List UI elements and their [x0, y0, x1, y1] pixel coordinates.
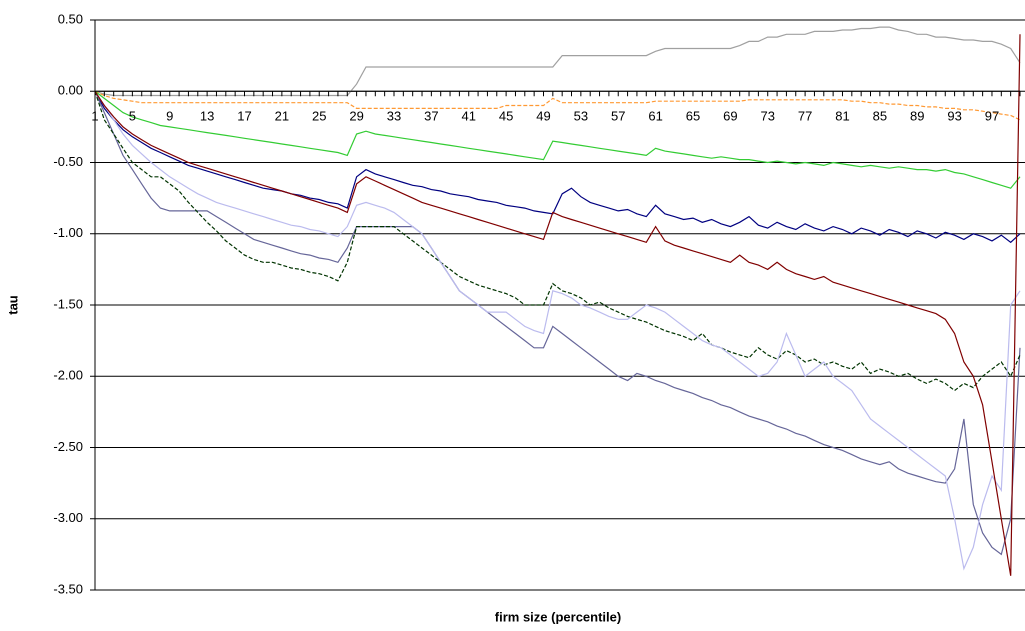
y-tick-label: -2.00 [53, 368, 83, 383]
x-tick-label: 77 [798, 109, 812, 124]
series-line [94, 90, 1021, 189]
x-tick-label: 97 [985, 109, 999, 124]
x-tick-label: 69 [723, 109, 737, 124]
x-tick-label: 17 [237, 109, 251, 124]
series-line [94, 90, 1021, 571]
y-tick-label: -1.00 [53, 225, 83, 240]
y-tick-label: -2.50 [53, 439, 83, 454]
x-tick-label: 1 [91, 109, 98, 124]
y-tick-label: -0.50 [53, 154, 83, 169]
x-tick-label: 89 [910, 109, 924, 124]
y-tick-label: -1.50 [53, 296, 83, 311]
x-axis-title: firm size (percentile) [495, 609, 621, 624]
x-tick-label: 9 [166, 109, 173, 124]
series-line [94, 91, 1021, 392]
x-tick-label: 49 [536, 109, 550, 124]
y-tick-label: 0.00 [58, 83, 83, 98]
x-tick-label: 29 [349, 109, 363, 124]
x-tick-label: 65 [686, 109, 700, 124]
x-tick-label: 41 [462, 109, 476, 124]
x-tick-label: 33 [387, 109, 401, 124]
series-line [94, 26, 1021, 97]
x-tick-label: 5 [129, 109, 136, 124]
x-tick-label: 45 [499, 109, 513, 124]
series-line [94, 91, 1021, 244]
x-tick-label: 57 [611, 109, 625, 124]
x-tick-label: 21 [275, 109, 289, 124]
x-tick-label: 73 [760, 109, 774, 124]
y-axis-title: tau [5, 295, 20, 315]
x-tick-label: 37 [424, 109, 438, 124]
y-tick-label: -3.00 [53, 510, 83, 525]
series-line [94, 91, 1021, 556]
x-tick-label: 85 [873, 109, 887, 124]
y-tick-label: 0.50 [58, 11, 83, 26]
x-tick-label: 13 [200, 109, 214, 124]
y-tick-label: -3.50 [53, 581, 83, 596]
x-tick-label: 81 [835, 109, 849, 124]
x-tick-label: 53 [574, 109, 588, 124]
x-tick-label: 61 [648, 109, 662, 124]
series-line [94, 90, 1021, 121]
series-line [94, 34, 1021, 576]
x-tick-label: 93 [947, 109, 961, 124]
x-tick-label: 25 [312, 109, 326, 124]
